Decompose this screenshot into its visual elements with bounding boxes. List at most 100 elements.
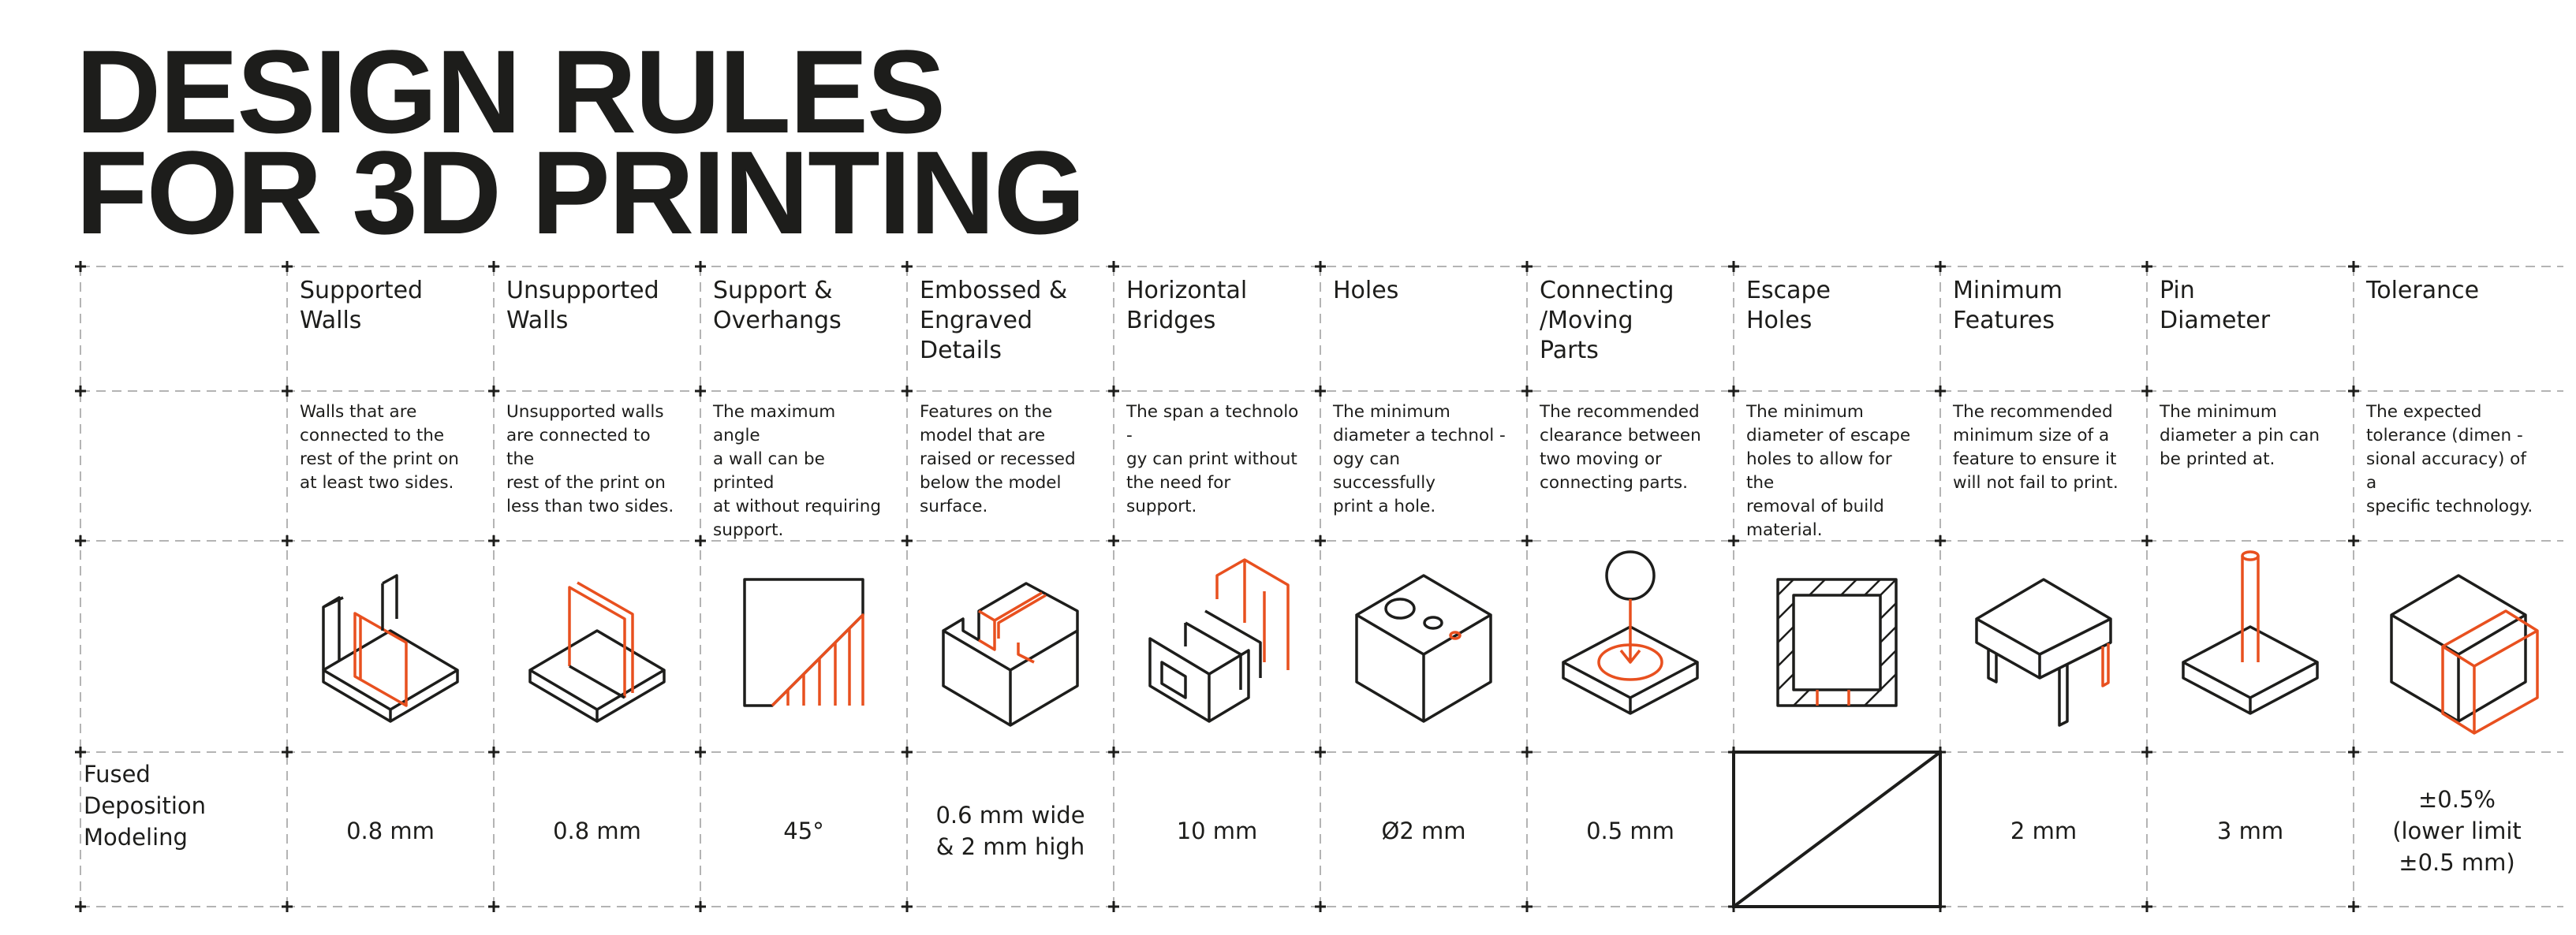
column-header: Minimum Features (1945, 276, 2134, 336)
column-header-line: Diameter (2160, 307, 2271, 334)
description-line: be printed at. (2160, 449, 2275, 469)
column-header-line: Walls (300, 307, 362, 334)
column-header-line: Walls (506, 307, 569, 334)
description-line: The span a technolo - (1126, 402, 1299, 445)
icon-stroke (2441, 609, 2539, 735)
description-line: rest of the print on (506, 473, 666, 493)
fdm-value: 2 mm (1940, 749, 2147, 913)
description-line: support. (713, 520, 784, 540)
fdm-value-line: 3 mm (2216, 818, 2284, 844)
column-header-line: Connecting (1540, 277, 1674, 304)
description-line: two moving or (1540, 449, 1662, 469)
description-line: rest of the print on (300, 449, 459, 469)
icon-stroke (322, 629, 459, 723)
fdm-value-line: Ø2 mm (1381, 818, 1466, 844)
hole-medium (1423, 616, 1443, 630)
fdm-value: ±0.5% (lower limit ±0.5 mm) (2354, 749, 2560, 913)
column-header-line: Holes (1333, 277, 1399, 304)
column-description: Features on the model that are raised or r… (912, 400, 1101, 519)
icon-stroke (771, 613, 864, 707)
column-description: The minimum diameter a technol - ogy can s… (1325, 400, 1514, 519)
column-header-line: Features (1953, 307, 2055, 334)
pin-top (2241, 550, 2260, 561)
description-line: at least two sides. (300, 473, 454, 493)
tolerance-icon (2390, 574, 2539, 735)
description-line: diameter a technol - (1333, 426, 1506, 445)
icon-stroke (1776, 578, 1898, 707)
description-line: sional accuracy) of a (2366, 449, 2526, 493)
row-label-fdm: Fused Deposition Modeling (84, 758, 273, 853)
icon-stroke (528, 629, 666, 723)
moving-parts-icon (1562, 550, 1699, 715)
description-line: holes to allow for the (1746, 449, 1892, 493)
icon-stroke (2101, 643, 2110, 687)
column-header-line: Minimum (1953, 277, 2063, 304)
minimum-features-icon (1975, 578, 2112, 727)
description-line: Walls that are (300, 402, 417, 422)
fdm-value-line: 0.5 mm (1586, 818, 1674, 844)
icon-stroke (568, 581, 634, 698)
icon-stroke (322, 596, 344, 670)
description-line: material. (1746, 520, 1823, 540)
column-description: Unsupported walls are connected to the res… (498, 400, 688, 519)
icon-stroke (2241, 556, 2260, 662)
description-line: connected to the (300, 426, 445, 445)
fdm-value: 3 mm (2147, 749, 2354, 913)
not-applicable-cell (1732, 751, 1942, 908)
row-label-line: Fused (84, 761, 151, 788)
fdm-value-line: 0.6 mm wide (935, 802, 1085, 829)
fdm-value: 0.8 mm (287, 749, 494, 913)
title-line-2: FOR 3D PRINTING (76, 126, 1085, 259)
icon-stroke (1975, 578, 2112, 680)
description-line: removal of build (1746, 497, 1884, 516)
icon-stroke (1355, 574, 1492, 723)
column-header-line: Horizontal (1126, 277, 1248, 304)
column-description: The span a technolo - gy can print withou… (1118, 400, 1308, 519)
description-line: surface. (920, 497, 988, 516)
icon-stroke (381, 574, 398, 631)
description-line: tolerance (dimen - (2366, 426, 2523, 445)
column-description: Walls that are connected to the rest of th… (292, 400, 481, 495)
description-line: print a hole. (1333, 497, 1436, 516)
hole-large (1384, 598, 1416, 620)
fdm-value-line: & 2 mm high (935, 833, 1085, 860)
column-header-line: Details (920, 337, 1002, 364)
icon-stroke (1160, 661, 1187, 699)
column-header-line: Support & (713, 277, 833, 304)
description-line: Features on the (920, 402, 1053, 422)
icon-stroke (2390, 574, 2527, 723)
unsupported-walls-icon (528, 581, 666, 723)
icon-stroke (569, 665, 625, 699)
column-header-line: Embossed & (920, 277, 1068, 304)
column-header: Escape Holes (1738, 276, 1928, 336)
fdm-value-line: ±0.5% (2418, 786, 2496, 813)
description-line: the need for (1126, 473, 1231, 493)
holes-icon (1355, 574, 1492, 723)
fdm-value-line: 0.8 mm (553, 818, 641, 844)
column-header: Connecting/Moving Parts (1532, 276, 1721, 366)
column-description: The maximum angle a wall can be printed at… (705, 400, 894, 542)
description-line: The recommended (1540, 402, 1700, 422)
column-header-line: Bridges (1126, 307, 1216, 334)
icon-stroke (942, 629, 1079, 727)
fdm-value-line: 45° (783, 818, 824, 844)
description-line: ogy can successfully (1333, 449, 1435, 493)
description-line: feature to ensure it (1953, 449, 2117, 469)
description-line: gy can print without (1126, 449, 1297, 469)
icon-stroke (1816, 690, 1850, 706)
icon-stroke (1215, 558, 1290, 670)
column-description: The recommended clearance between two movi… (1532, 400, 1721, 495)
horizontal-bridges-icon (1148, 558, 1290, 723)
column-header: Unsupported Walls (498, 276, 688, 336)
description-line: diameter of escape (1746, 426, 1911, 445)
hole-small (1449, 631, 1462, 640)
not-applicable-box (1732, 751, 1942, 908)
description-line: The expected (2366, 402, 2482, 422)
description-line: are connected to the (506, 426, 651, 469)
icon-stroke (943, 582, 1079, 642)
column-header: Horizontal Bridges (1118, 276, 1308, 336)
column-header-line: Tolerance (2366, 277, 2480, 304)
fdm-value-line: 0.8 mm (346, 818, 435, 844)
column-description: The minimum diameter a pin can be printed … (2152, 400, 2341, 471)
column-description: The minimum diameter of escape holes to al… (1738, 400, 1928, 542)
